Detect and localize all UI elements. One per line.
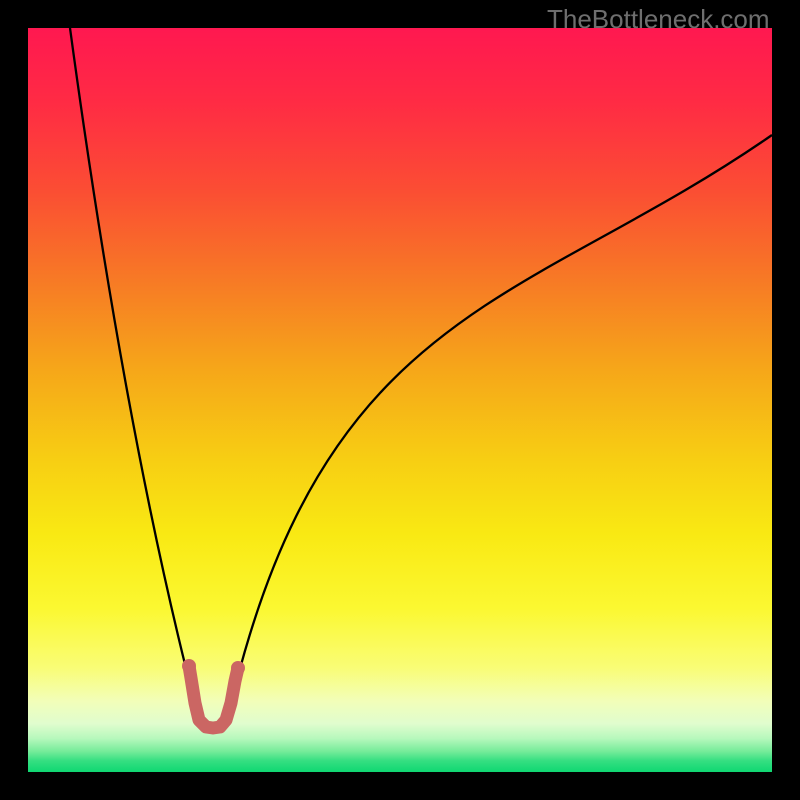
gradient-background: [28, 28, 772, 772]
bottleneck-chart: [0, 0, 800, 800]
valley-marker-dot-right: [231, 661, 245, 675]
watermark-text: TheBottleneck.com: [547, 4, 770, 35]
valley-marker-dot-left: [182, 659, 196, 673]
